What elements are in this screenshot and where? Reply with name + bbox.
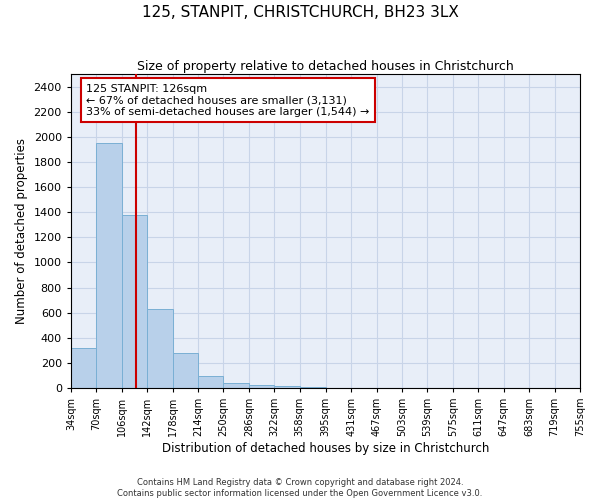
Bar bbox=[96, 143, 122, 388]
Bar bbox=[274, 386, 299, 388]
Y-axis label: Number of detached properties: Number of detached properties bbox=[15, 138, 28, 324]
Bar bbox=[71, 348, 96, 388]
Text: 125 STANPIT: 126sqm
← 67% of detached houses are smaller (3,131)
33% of semi-det: 125 STANPIT: 126sqm ← 67% of detached ho… bbox=[86, 84, 370, 117]
X-axis label: Distribution of detached houses by size in Christchurch: Distribution of detached houses by size … bbox=[162, 442, 489, 455]
Text: 125, STANPIT, CHRISTCHURCH, BH23 3LX: 125, STANPIT, CHRISTCHURCH, BH23 3LX bbox=[142, 5, 458, 20]
Title: Size of property relative to detached houses in Christchurch: Size of property relative to detached ho… bbox=[137, 60, 514, 73]
Bar bbox=[223, 383, 249, 388]
Bar bbox=[173, 353, 198, 388]
Text: Contains HM Land Registry data © Crown copyright and database right 2024.
Contai: Contains HM Land Registry data © Crown c… bbox=[118, 478, 482, 498]
Bar bbox=[147, 309, 173, 388]
Bar bbox=[198, 376, 223, 388]
Bar bbox=[122, 214, 147, 388]
Bar bbox=[249, 385, 274, 388]
